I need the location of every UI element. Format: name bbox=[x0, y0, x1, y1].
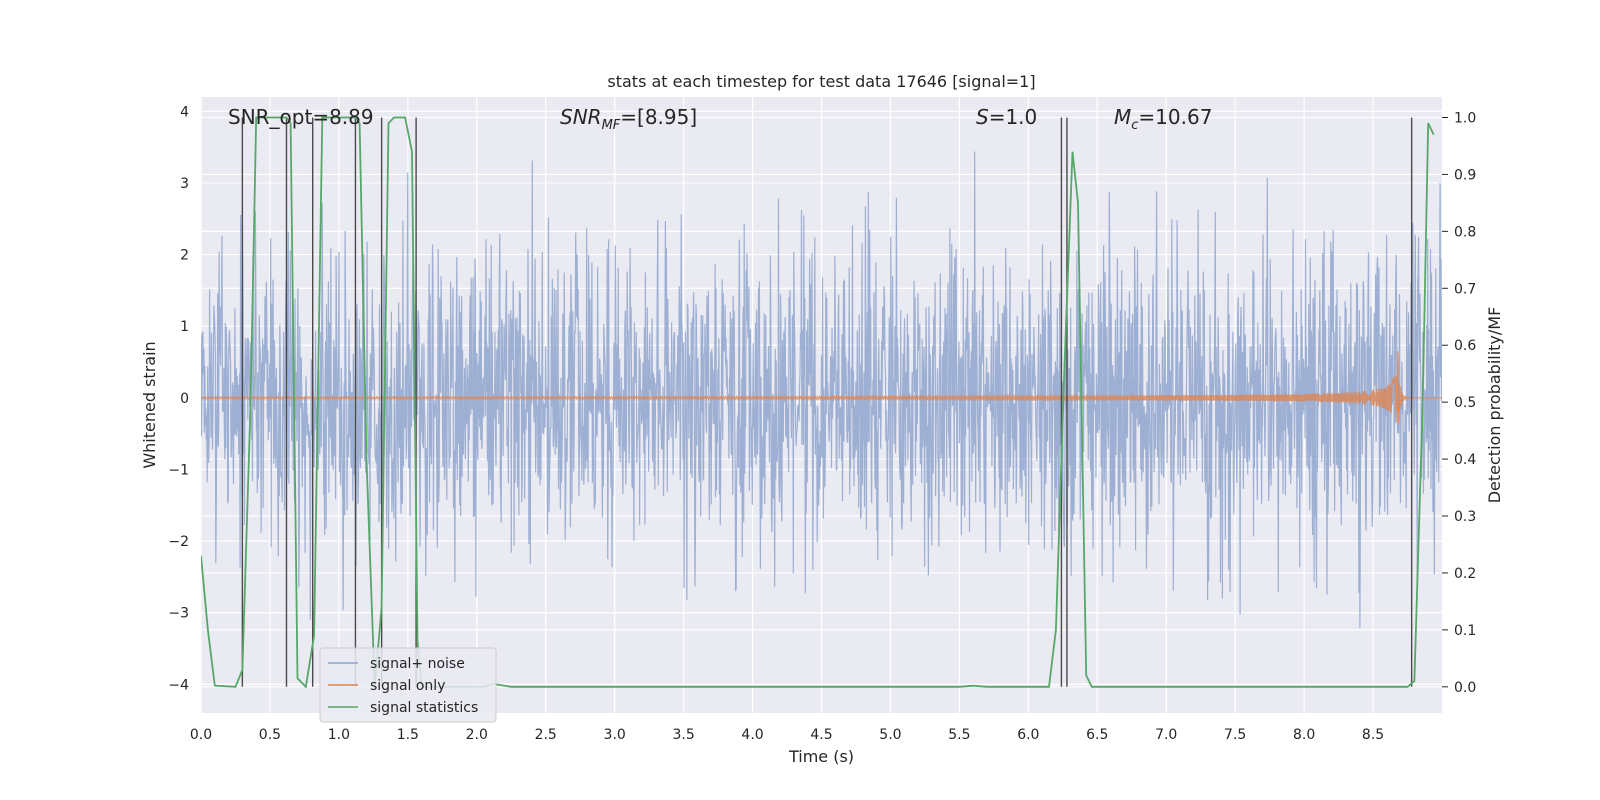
y-tick-label: 2 bbox=[180, 248, 189, 264]
legend: signal+ noise signal only signal statist… bbox=[319, 647, 497, 723]
legend-label-signal-statistics: signal statistics bbox=[370, 700, 478, 716]
x-tick-label: 6.5 bbox=[1086, 727, 1108, 743]
signal-plus-noise-line bbox=[201, 151, 1442, 629]
legend-label-signal-plus-noise: signal+ noise bbox=[370, 656, 465, 672]
y-tick-label: −4 bbox=[168, 677, 189, 693]
annotation-s-value: =1.0 bbox=[989, 105, 1038, 129]
y2-tick-label: 0.9 bbox=[1454, 167, 1476, 183]
y-tick-label: 4 bbox=[180, 104, 189, 120]
chart-title: stats at each timestep for test data 176… bbox=[607, 72, 1035, 91]
x-tick-label: 1.0 bbox=[328, 727, 350, 743]
x-tick-label: 3.0 bbox=[604, 727, 626, 743]
x-axis-ticks: 0.0 0.5 1.0 1.5 2.0 2.5 3.0 3.5 4.0 4.5 5.0 5.5 6.0 6… bbox=[190, 727, 1384, 743]
annotation-mc-value: =10.67 bbox=[1138, 105, 1212, 129]
y2-tick-label: 0.1 bbox=[1454, 623, 1476, 639]
x-tick-label: 2.5 bbox=[535, 727, 557, 743]
y2-tick-label: 0.8 bbox=[1454, 224, 1476, 240]
annotation-snr-opt: SNR_opt=8.89 bbox=[228, 105, 374, 129]
x-tick-label: 1.5 bbox=[397, 727, 419, 743]
x-tick-label: 0.0 bbox=[190, 727, 212, 743]
annotation-mc: Mc=10.67 bbox=[1114, 105, 1212, 133]
legend-label-signal-only: signal only bbox=[370, 678, 445, 694]
legend-box bbox=[319, 647, 497, 723]
annotation-mc-prefix: M bbox=[1114, 105, 1131, 129]
y2-tick-label: 0.2 bbox=[1454, 566, 1476, 582]
annotation-s: S=1.0 bbox=[976, 105, 1037, 129]
y2-tick-label: 0.0 bbox=[1454, 680, 1476, 696]
annotation-s-prefix: S bbox=[976, 105, 989, 129]
signal-only-line bbox=[201, 351, 1442, 423]
x-tick-label: 5.5 bbox=[948, 727, 970, 743]
x-tick-label: 7.0 bbox=[1155, 727, 1177, 743]
y-axis-label: Whitened strain bbox=[140, 341, 159, 468]
x-axis-label: Time (s) bbox=[788, 747, 854, 766]
x-tick-label: 7.5 bbox=[1224, 727, 1246, 743]
y-tick-label: −2 bbox=[168, 534, 189, 550]
y-axis-ticks: −4 −3 −2 −1 0 1 2 3 4 bbox=[168, 104, 189, 693]
x-tick-label: 6.0 bbox=[1017, 727, 1039, 743]
annotation-snr-mf: SNRMF=[8.95] bbox=[560, 105, 697, 133]
y2-axis-ticks: 0.0 0.1 0.2 0.3 0.4 0.5 0.6 0.7 0.8 0.9 1.0 bbox=[1442, 110, 1476, 696]
x-tick-label: 0.5 bbox=[259, 727, 281, 743]
x-tick-label: 4.5 bbox=[810, 727, 832, 743]
y-tick-label: 0 bbox=[180, 391, 189, 407]
x-tick-label: 8.0 bbox=[1293, 727, 1315, 743]
y-tick-label: −3 bbox=[168, 606, 189, 622]
y2-tick-label: 0.3 bbox=[1454, 509, 1476, 525]
y-tick-label: 3 bbox=[180, 176, 189, 192]
y2-tick-label: 0.6 bbox=[1454, 338, 1476, 354]
x-tick-label: 3.5 bbox=[672, 727, 694, 743]
y2-axis-label: Detection probability/MF bbox=[1485, 307, 1504, 504]
y-tick-label: −1 bbox=[168, 462, 189, 478]
annotation-mc-sub: c bbox=[1131, 118, 1138, 133]
y2-tick-label: 0.4 bbox=[1454, 452, 1476, 468]
annotation-snr-mf-value: =[8.95] bbox=[620, 105, 697, 129]
vertical-markers bbox=[241, 117, 1413, 687]
annotation-snr-mf-prefix: SNR bbox=[560, 105, 602, 129]
x-tick-label: 4.0 bbox=[741, 727, 763, 743]
y2-tick-label: 0.7 bbox=[1454, 281, 1476, 297]
x-tick-label: 2.0 bbox=[466, 727, 488, 743]
y-tick-label: 1 bbox=[180, 319, 189, 335]
y2-tick-label: 0.5 bbox=[1454, 395, 1476, 411]
x-tick-label: 5.0 bbox=[879, 727, 901, 743]
y2-tick-label: 1.0 bbox=[1454, 110, 1476, 126]
annotation-snr-mf-sub: MF bbox=[602, 118, 621, 133]
x-tick-label: 8.5 bbox=[1362, 727, 1384, 743]
